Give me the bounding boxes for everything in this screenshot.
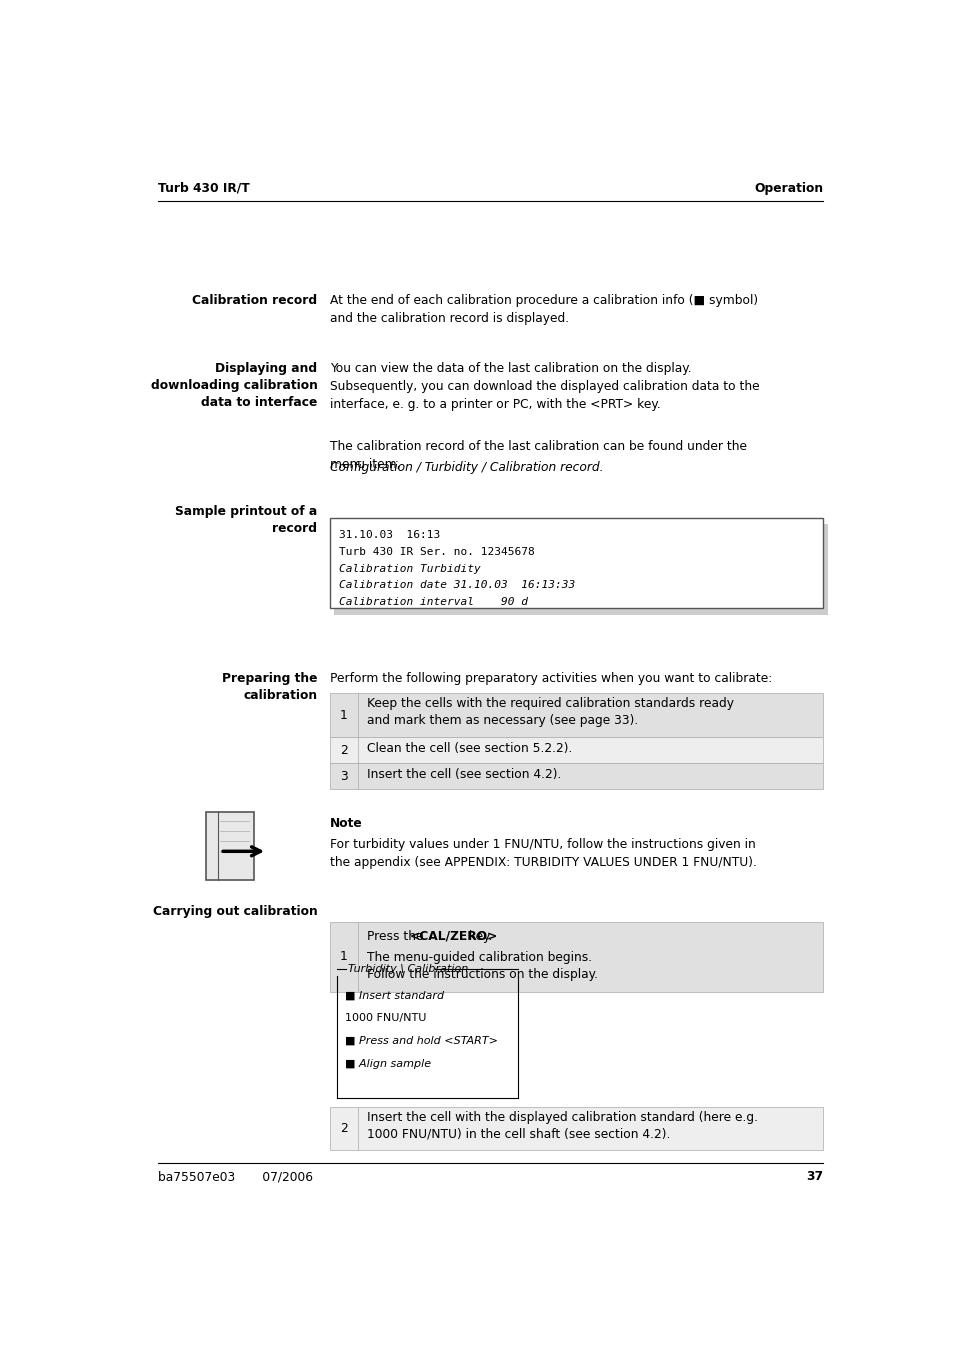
- Text: 3: 3: [340, 770, 348, 782]
- Text: Calibration date 31.10.03  16:13:33: Calibration date 31.10.03 16:13:33: [338, 581, 575, 590]
- Text: Turb 430 IR Ser. no. 12345678: Turb 430 IR Ser. no. 12345678: [338, 547, 534, 557]
- Text: Preparing the
calibration: Preparing the calibration: [222, 671, 317, 703]
- Text: ■ Press and hold <START>: ■ Press and hold <START>: [344, 1036, 497, 1046]
- Text: For turbidity values under 1 FNU/NTU, follow the instructions given in
the appen: For turbidity values under 1 FNU/NTU, fo…: [330, 838, 756, 869]
- FancyBboxPatch shape: [206, 812, 253, 880]
- Text: Carrying out calibration: Carrying out calibration: [152, 905, 317, 917]
- Text: The menu-guided calibration begins.
Follow the instructions on the display.: The menu-guided calibration begins. Foll…: [367, 951, 598, 981]
- Text: ■ Align sample: ■ Align sample: [344, 1059, 431, 1069]
- Text: Insert the cell (see section 4.2).: Insert the cell (see section 4.2).: [367, 767, 560, 781]
- FancyBboxPatch shape: [335, 524, 826, 615]
- Text: Turb 430 IR/T: Turb 430 IR/T: [157, 182, 249, 195]
- Text: At the end of each calibration procedure a calibration info (■ symbol)
and the c: At the end of each calibration procedure…: [330, 295, 758, 326]
- Text: Clean the cell (see section 5.2.2).: Clean the cell (see section 5.2.2).: [367, 742, 572, 755]
- Text: Configuration / Turbidity / Calibration record.: Configuration / Turbidity / Calibration …: [330, 461, 603, 474]
- Text: key.: key.: [465, 929, 493, 943]
- Text: Keep the cells with the required calibration standards ready
and mark them as ne: Keep the cells with the required calibra…: [367, 697, 733, 727]
- FancyBboxPatch shape: [330, 921, 822, 992]
- Text: 2: 2: [340, 744, 348, 757]
- Text: Displaying and
downloading calibration
data to interface: Displaying and downloading calibration d…: [151, 362, 317, 409]
- Text: Calibration Turbidity: Calibration Turbidity: [338, 563, 480, 574]
- Text: 37: 37: [805, 1170, 822, 1183]
- Text: Sample printout of a
record: Sample printout of a record: [175, 505, 317, 535]
- FancyBboxPatch shape: [330, 1106, 822, 1151]
- Text: You can view the data of the last calibration on the display.
Subsequently, you : You can view the data of the last calibr…: [330, 362, 759, 411]
- Text: ba75507e03       07/2006: ba75507e03 07/2006: [157, 1170, 313, 1183]
- Text: 31.10.03  16:13: 31.10.03 16:13: [338, 531, 439, 540]
- Text: Calibration record: Calibration record: [193, 295, 317, 307]
- Text: Note: Note: [330, 817, 362, 831]
- Text: The calibration record of the last calibration can be found under the
menu item,: The calibration record of the last calib…: [330, 440, 746, 471]
- FancyBboxPatch shape: [330, 517, 822, 608]
- Text: ■ Insert standard: ■ Insert standard: [344, 990, 443, 1000]
- Text: 1: 1: [340, 950, 348, 963]
- Text: 2: 2: [340, 1123, 348, 1135]
- FancyBboxPatch shape: [330, 693, 822, 738]
- Text: Press the: Press the: [367, 929, 427, 943]
- Text: <CAL/ZERO>: <CAL/ZERO>: [410, 929, 497, 943]
- Text: Insert the cell with the displayed calibration standard (here e.g.
1000 FNU/NTU): Insert the cell with the displayed calib…: [367, 1111, 757, 1140]
- Text: Operation: Operation: [753, 182, 822, 195]
- Text: Perform the following preparatory activities when you want to calibrate:: Perform the following preparatory activi…: [330, 671, 771, 685]
- Text: Calibration interval    90 d: Calibration interval 90 d: [338, 597, 527, 607]
- Text: 1: 1: [340, 708, 348, 721]
- FancyBboxPatch shape: [330, 763, 822, 789]
- Text: 1000 FNU/NTU: 1000 FNU/NTU: [344, 1013, 426, 1023]
- Text: Turbidity \ Calibration: Turbidity \ Calibration: [347, 965, 468, 974]
- FancyBboxPatch shape: [330, 738, 822, 763]
